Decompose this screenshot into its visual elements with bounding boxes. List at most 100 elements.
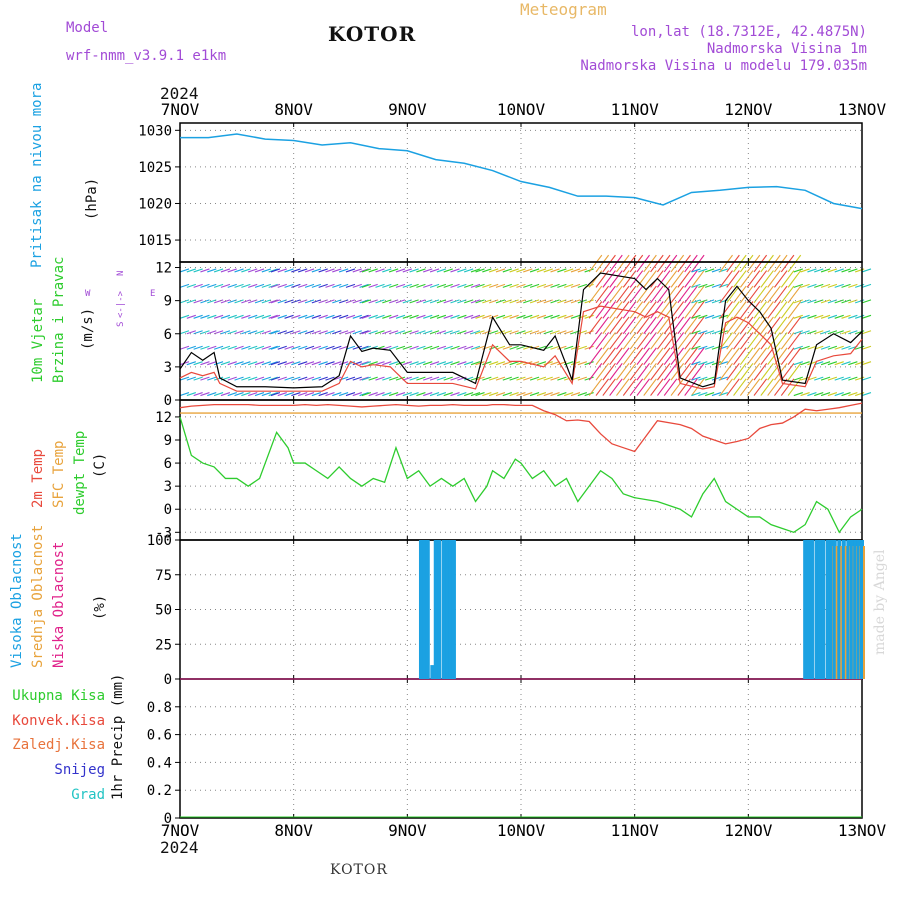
wind-barb [495, 268, 506, 273]
wind-barb [359, 345, 369, 350]
wind-barb [200, 376, 210, 381]
wind-barb [332, 361, 342, 366]
wind-barb [774, 254, 788, 273]
wind-barb [787, 362, 802, 381]
y-tick-label: 6 [164, 327, 172, 343]
wind-barb [395, 376, 406, 381]
wind-barb [318, 361, 328, 366]
wind-barb [443, 345, 453, 350]
wind-barb [213, 345, 224, 350]
wind-barb [557, 345, 567, 350]
wind-barb [368, 314, 378, 319]
wind-barb [602, 301, 616, 319]
high-cloud-bar [430, 665, 435, 679]
wind-barb [291, 299, 301, 304]
wind-barb [820, 376, 831, 381]
wind-barb [186, 268, 196, 273]
wind-barb [270, 392, 281, 397]
wind-barb [261, 361, 272, 366]
wind-barb [388, 392, 399, 397]
wind-barb [298, 314, 308, 319]
wind-barb [570, 392, 581, 397]
wind-barb [793, 376, 803, 381]
wind-barb [429, 283, 440, 288]
wind-barb [345, 268, 356, 273]
wind-barb [359, 376, 369, 381]
wind-barb [780, 254, 795, 273]
wind-barb [352, 376, 362, 381]
wind-barb [318, 299, 328, 304]
wind-barb [470, 361, 481, 366]
wind-barb [787, 301, 802, 319]
wind-barb [429, 314, 440, 319]
wind-barb [861, 361, 872, 366]
wind-barb [291, 392, 301, 397]
wind-barb [827, 392, 838, 397]
wind-barb [470, 330, 481, 335]
wind-barb [361, 268, 372, 273]
wind-barb [509, 268, 519, 273]
wind-barb [361, 283, 372, 288]
wind-barb [820, 299, 831, 304]
wind-barb [691, 316, 705, 335]
wind-barb [409, 330, 419, 335]
wind-barb [827, 268, 838, 273]
wind-barb [609, 316, 623, 335]
wind-barb [509, 361, 519, 366]
wind-barb [488, 361, 499, 366]
wind-barb [793, 283, 803, 288]
wind-barb [767, 301, 781, 319]
wind-barb [636, 270, 650, 288]
wind-barb [352, 268, 362, 273]
wind-barb [509, 392, 519, 397]
wind-barb [814, 299, 824, 304]
wind-barb [254, 345, 265, 350]
wind-barb [495, 299, 506, 304]
wind-barb [361, 345, 372, 350]
wind-barb [760, 378, 774, 396]
wind-barb [550, 392, 560, 397]
wind-barb [368, 299, 378, 304]
wind-barb [509, 283, 519, 288]
wind-barb [213, 392, 224, 397]
wind-barb [254, 299, 265, 304]
wind-barb [739, 270, 754, 288]
wind-barb [359, 330, 369, 335]
wind-barb [213, 376, 224, 381]
wind-barb [841, 376, 851, 381]
wind-barb [291, 314, 301, 319]
wind-barb [248, 283, 258, 288]
wind-barb [602, 285, 616, 304]
wind-barb [436, 361, 447, 366]
wind-barb [207, 268, 217, 273]
wind-barb [284, 268, 294, 273]
wind-barb [234, 299, 244, 304]
wind-barb [643, 301, 657, 319]
wind-barb [616, 316, 630, 335]
wind-barb [502, 392, 512, 397]
wind-barb [429, 345, 440, 350]
wind-barb [726, 378, 740, 396]
wind-barb [382, 376, 392, 381]
wind-barb [375, 268, 385, 273]
wind-barb [429, 268, 440, 273]
wind-barb [698, 283, 708, 288]
wind-barb [739, 254, 754, 273]
wind-barb [733, 285, 747, 304]
wind-barb [268, 345, 278, 350]
wind-barb [270, 361, 281, 366]
legend-conv-precip: Konvek.Kisa [12, 713, 105, 729]
wind-barb [261, 345, 272, 350]
y-tick-label: 9 [164, 294, 172, 310]
wind-barb [284, 283, 294, 288]
wind-barb [179, 330, 190, 335]
wind-barb [746, 347, 761, 366]
wind-barb [443, 268, 453, 273]
high-cloud-bar [856, 540, 861, 679]
wind-barb [536, 314, 547, 319]
wind-barb [834, 299, 844, 304]
wind-barb [557, 392, 567, 397]
wind-barb [375, 392, 385, 397]
wind-barb [248, 361, 258, 366]
wind-barb [488, 392, 499, 397]
